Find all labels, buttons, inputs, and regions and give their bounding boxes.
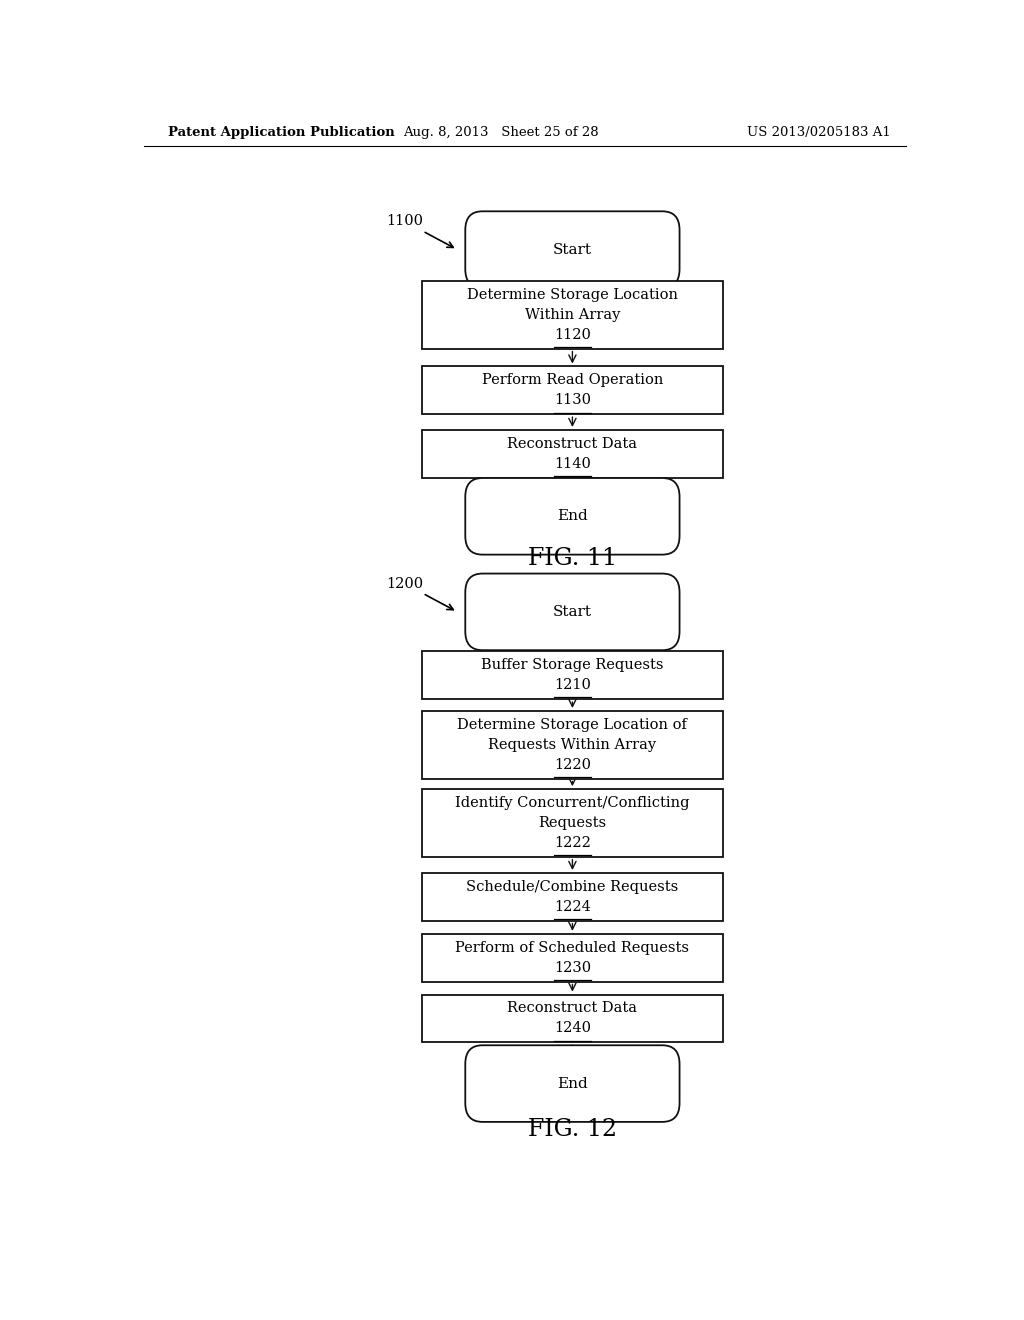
Text: 1210: 1210 xyxy=(554,678,591,692)
FancyBboxPatch shape xyxy=(422,711,723,779)
Text: FIG. 12: FIG. 12 xyxy=(527,1118,617,1140)
FancyBboxPatch shape xyxy=(422,994,723,1043)
Text: End: End xyxy=(557,1077,588,1090)
FancyBboxPatch shape xyxy=(422,873,723,921)
Text: Start: Start xyxy=(553,605,592,619)
FancyBboxPatch shape xyxy=(422,933,723,982)
Text: 1220: 1220 xyxy=(554,758,591,772)
Text: Reconstruct Data: Reconstruct Data xyxy=(508,1002,637,1015)
Text: Start: Start xyxy=(553,243,592,256)
FancyBboxPatch shape xyxy=(465,574,680,651)
Text: Patent Application Publication: Patent Application Publication xyxy=(168,127,394,140)
Text: Reconstruct Data: Reconstruct Data xyxy=(508,437,637,451)
Text: 1224: 1224 xyxy=(554,900,591,913)
FancyBboxPatch shape xyxy=(422,789,723,857)
Text: 1100: 1100 xyxy=(386,214,454,247)
FancyBboxPatch shape xyxy=(422,430,723,478)
Text: 1230: 1230 xyxy=(554,961,591,974)
FancyBboxPatch shape xyxy=(465,1045,680,1122)
Text: Determine Storage Location: Determine Storage Location xyxy=(467,288,678,302)
FancyBboxPatch shape xyxy=(422,367,723,414)
Text: 1222: 1222 xyxy=(554,836,591,850)
Text: Requests Within Array: Requests Within Array xyxy=(488,738,656,752)
Text: Within Array: Within Array xyxy=(524,308,621,322)
Text: Aug. 8, 2013   Sheet 25 of 28: Aug. 8, 2013 Sheet 25 of 28 xyxy=(403,127,599,140)
Text: End: End xyxy=(557,510,588,523)
Text: Perform Read Operation: Perform Read Operation xyxy=(481,374,664,387)
Text: 1200: 1200 xyxy=(386,577,454,610)
Text: Identify Concurrent/Conflicting: Identify Concurrent/Conflicting xyxy=(455,796,690,810)
FancyBboxPatch shape xyxy=(465,211,680,288)
Text: US 2013/0205183 A1: US 2013/0205183 A1 xyxy=(746,127,890,140)
Text: Requests: Requests xyxy=(539,816,606,830)
Text: Determine Storage Location of: Determine Storage Location of xyxy=(458,718,687,731)
Text: 1140: 1140 xyxy=(554,457,591,471)
Text: 1130: 1130 xyxy=(554,393,591,408)
FancyBboxPatch shape xyxy=(465,478,680,554)
FancyBboxPatch shape xyxy=(422,651,723,700)
Text: Buffer Storage Requests: Buffer Storage Requests xyxy=(481,659,664,672)
Text: FIG. 11: FIG. 11 xyxy=(527,546,617,569)
Text: Schedule/Combine Requests: Schedule/Combine Requests xyxy=(466,880,679,894)
Text: Perform of Scheduled Requests: Perform of Scheduled Requests xyxy=(456,941,689,954)
Text: 1240: 1240 xyxy=(554,1022,591,1035)
Text: 1120: 1120 xyxy=(554,327,591,342)
FancyBboxPatch shape xyxy=(422,281,723,348)
